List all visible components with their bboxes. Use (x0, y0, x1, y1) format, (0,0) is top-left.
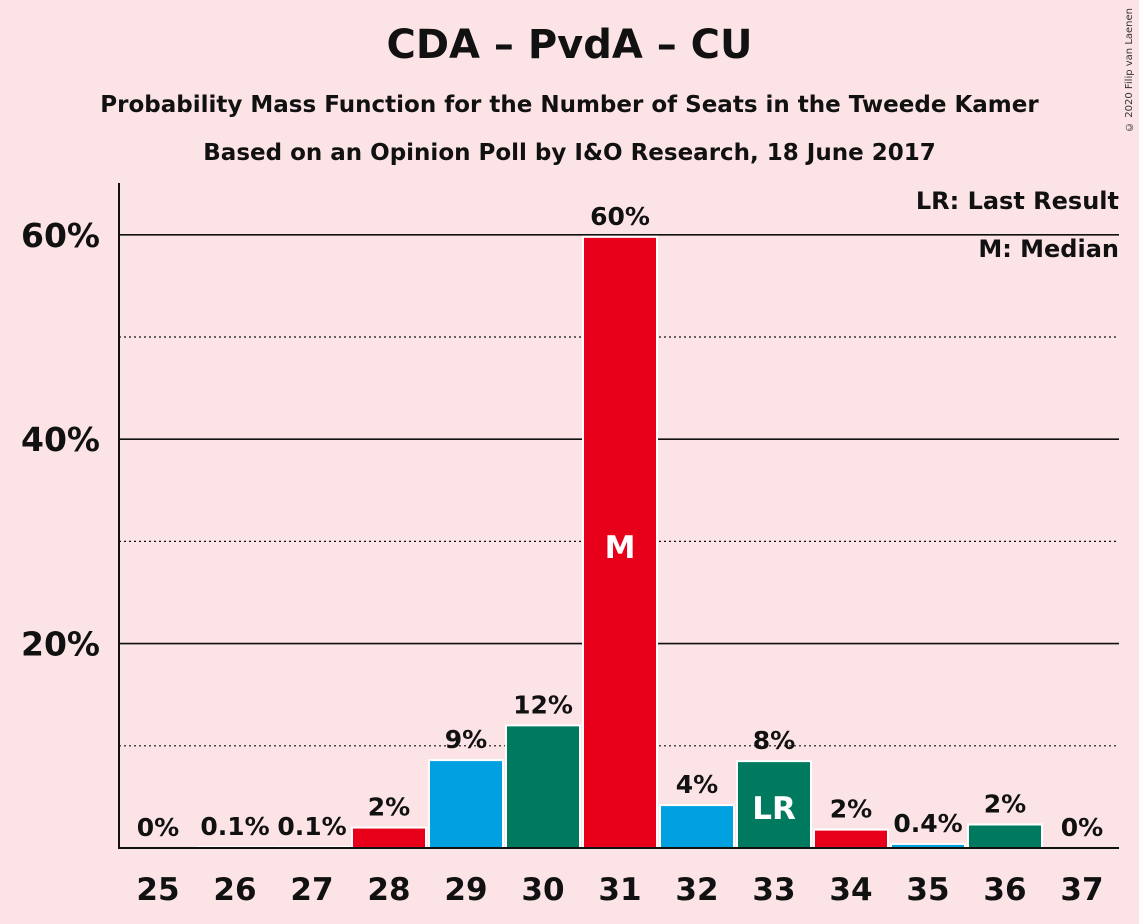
bar-seat-32 (659, 804, 735, 849)
legend-last-result: LR: Last Result (915, 187, 1119, 215)
y-tick-label: 60% (21, 216, 100, 255)
x-tick-label: 37 (1060, 872, 1103, 908)
y-tick-label: 20% (21, 625, 100, 664)
x-tick-label: 31 (598, 872, 641, 908)
legend-median: M: Median (978, 235, 1119, 263)
copyright-note: © 2020 Filip van Laenen (1124, 8, 1135, 132)
chart-subtitle: Probability Mass Function for the Number… (100, 92, 1039, 118)
value-label: 60% (590, 202, 650, 231)
value-label: 12% (513, 690, 573, 719)
chart-subtitle-source: Based on an Opinion Poll by I&O Research… (203, 140, 936, 166)
median-marker: M (605, 530, 636, 566)
y-tick-label: 40% (21, 420, 100, 459)
chart-title: CDA – PvdA – CU (386, 22, 753, 68)
value-label: 2% (368, 793, 410, 822)
value-label: 0.4% (893, 809, 962, 838)
value-label: 2% (830, 795, 872, 824)
x-tick-label: 32 (675, 872, 718, 908)
x-tick-label: 27 (290, 872, 333, 908)
value-label: 0.1% (200, 812, 269, 841)
x-tick-label: 25 (136, 872, 179, 908)
bar-seat-34 (813, 828, 889, 850)
bar-seat-30 (505, 724, 581, 849)
bar-seat-28 (351, 826, 427, 849)
value-label: 0.1% (277, 812, 346, 841)
value-label: 8% (753, 726, 795, 755)
value-label: 2% (984, 789, 1026, 818)
value-label: 4% (676, 770, 718, 799)
value-label: 0% (1061, 813, 1103, 842)
x-tick-label: 26 (213, 872, 256, 908)
bar-seat-33 (736, 760, 812, 850)
x-tick-label: 36 (983, 872, 1026, 908)
x-tick-label: 35 (906, 872, 949, 908)
x-tick-label: 34 (829, 872, 872, 908)
x-tick-label: 29 (444, 872, 487, 908)
last-result-marker: LR (752, 791, 796, 827)
bar-seat-36 (967, 823, 1043, 850)
x-tick-label: 33 (752, 872, 795, 908)
bar-seat-29 (428, 759, 504, 849)
x-tick-label: 28 (367, 872, 410, 908)
value-label: 9% (445, 725, 487, 754)
x-tick-label: 30 (521, 872, 564, 908)
value-label: 0% (137, 813, 179, 842)
